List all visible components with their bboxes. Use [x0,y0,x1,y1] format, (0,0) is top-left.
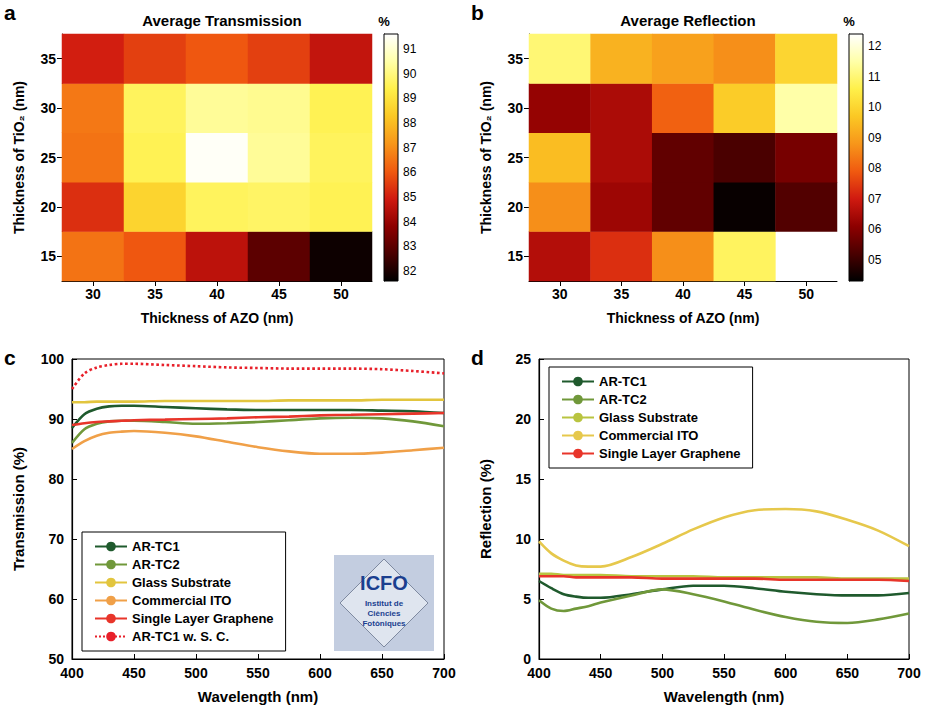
svg-text:89: 89 [403,91,417,105]
svg-text:Glass Substrate: Glass Substrate [132,575,231,590]
svg-text:450: 450 [122,665,146,681]
svg-text:600: 600 [308,665,332,681]
svg-text:Average Reflection: Average Reflection [620,12,755,29]
svg-text:83: 83 [403,239,417,253]
svg-text:Thickness of AZO (nm): Thickness of AZO (nm) [607,310,760,326]
svg-text:550: 550 [246,665,270,681]
svg-text:35: 35 [147,286,163,302]
svg-text:30: 30 [552,286,568,302]
svg-text:Wavelength (nm): Wavelength (nm) [664,688,784,705]
svg-text:07: 07 [868,192,882,206]
svg-text:40: 40 [209,286,225,302]
svg-text:600: 600 [774,665,798,681]
svg-text:500: 500 [651,665,675,681]
svg-text:Institut de: Institut de [365,599,404,608]
svg-text:91: 91 [403,42,417,56]
svg-text:80: 80 [48,471,64,487]
svg-text:Fotòniques: Fotòniques [362,619,406,628]
svg-text:Commercial ITO: Commercial ITO [599,428,698,443]
svg-text:Thickness of TiO₂ (nm): Thickness of TiO₂ (nm) [11,81,27,234]
svg-text:70: 70 [48,531,64,547]
svg-text:AR-TC1: AR-TC1 [599,374,647,389]
svg-text:650: 650 [836,665,860,681]
svg-text:Single Layer Graphene: Single Layer Graphene [132,611,274,626]
svg-text:0: 0 [523,651,531,667]
svg-text:%: % [843,14,855,29]
svg-text:50: 50 [798,286,814,302]
svg-text:25: 25 [40,150,56,166]
svg-text:Reflection (%): Reflection (%) [477,459,494,559]
svg-text:35: 35 [40,51,56,67]
svg-text:82: 82 [403,264,417,278]
svg-text:15: 15 [515,471,531,487]
svg-text:30: 30 [85,286,101,302]
svg-text:60: 60 [48,591,64,607]
svg-text:10: 10 [515,531,531,547]
svg-text:Single Layer Graphene: Single Layer Graphene [599,446,741,461]
svg-text:05: 05 [868,253,882,267]
svg-text:20: 20 [507,199,523,215]
svg-text:20: 20 [515,411,531,427]
svg-text:Glass Substrate: Glass Substrate [599,410,698,425]
svg-text:88: 88 [403,116,417,130]
svg-text:25: 25 [507,150,523,166]
svg-text:30: 30 [40,100,56,116]
svg-text:700: 700 [432,665,456,681]
svg-text:550: 550 [712,665,736,681]
svg-text:400: 400 [60,665,84,681]
svg-text:25: 25 [515,351,531,367]
svg-text:20: 20 [40,199,56,215]
svg-text:Transmission (%): Transmission (%) [10,447,27,571]
svg-text:Thickness of AZO (nm): Thickness of AZO (nm) [141,310,294,326]
svg-text:40: 40 [675,286,691,302]
svg-text:AR-TC2: AR-TC2 [132,557,180,572]
svg-text:84: 84 [403,215,417,229]
svg-text:d: d [471,346,484,369]
svg-text:12: 12 [868,39,882,53]
svg-text:11: 11 [868,70,881,84]
svg-text:100: 100 [41,351,65,367]
svg-text:50: 50 [333,286,349,302]
svg-text:Ciències: Ciències [368,609,401,618]
svg-text:500: 500 [184,665,208,681]
svg-text:87: 87 [403,141,417,155]
svg-text:Thickness of TiO₂ (nm): Thickness of TiO₂ (nm) [478,81,494,234]
svg-text:400: 400 [527,665,551,681]
svg-text:90: 90 [403,67,417,81]
svg-text:45: 45 [737,286,753,302]
svg-text:450: 450 [589,665,613,681]
svg-text:10: 10 [868,100,882,114]
svg-text:Commercial ITO: Commercial ITO [132,593,231,608]
svg-text:06: 06 [868,222,882,236]
svg-text:15: 15 [507,248,523,264]
svg-text:85: 85 [403,190,417,204]
svg-text:Average Transmission: Average Transmission [142,12,302,29]
svg-text:AR-TC2: AR-TC2 [599,392,647,407]
svg-text:90: 90 [48,411,64,427]
svg-text:09: 09 [868,131,882,145]
svg-text:08: 08 [868,161,882,175]
svg-text:700: 700 [897,665,921,681]
svg-text:50: 50 [48,651,64,667]
svg-text:b: b [471,1,484,24]
svg-text:Wavelength (nm): Wavelength (nm) [198,688,318,705]
svg-text:AR-TC1: AR-TC1 [132,539,180,554]
svg-text:35: 35 [614,286,630,302]
svg-text:5: 5 [523,591,531,607]
svg-text:15: 15 [40,248,56,264]
svg-text:%: % [378,14,390,29]
svg-text:c: c [4,346,16,369]
svg-text:ICFO: ICFO [360,572,408,594]
svg-text:35: 35 [507,51,523,67]
svg-text:45: 45 [271,286,287,302]
svg-text:a: a [4,1,16,24]
svg-text:86: 86 [403,165,417,179]
svg-text:30: 30 [507,100,523,116]
svg-text:AR-TC1 w. S. C.: AR-TC1 w. S. C. [132,629,229,644]
svg-text:650: 650 [370,665,394,681]
